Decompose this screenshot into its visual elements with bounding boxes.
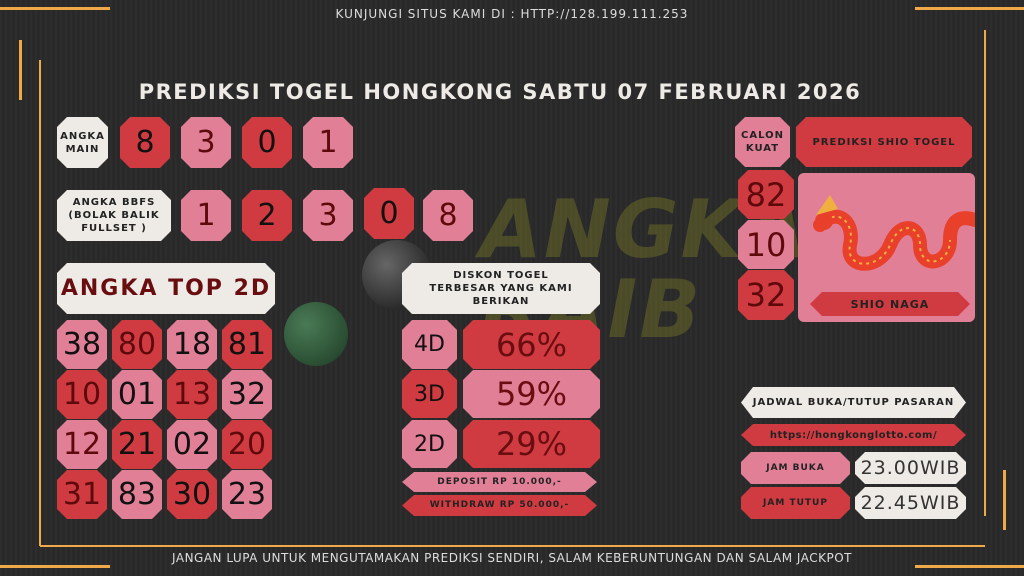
diskon-type-3d: 3D — [402, 370, 457, 418]
angka-main-digit: 1 — [303, 117, 353, 168]
top-2d-number: 02 — [167, 420, 217, 469]
bbfs-digit: 8 — [423, 190, 473, 241]
top-2d-number: 12 — [57, 420, 107, 469]
bbfs-digit: 2 — [242, 190, 292, 241]
shio-number: 32 — [738, 270, 794, 320]
diskon-type-2d: 2D — [402, 420, 457, 468]
shio-name: SHIO NAGA — [810, 292, 970, 316]
top-2d-number: 20 — [222, 420, 272, 469]
diskon-value-3d: 59% — [463, 370, 600, 418]
market-url-link[interactable]: https://hongkonglotto.com/ — [741, 424, 966, 446]
shio-number: 82 — [738, 170, 794, 219]
bbfs-digit: 3 — [303, 190, 353, 241]
angka-main-digit: 0 — [242, 117, 292, 168]
frame-line — [0, 565, 110, 568]
top-2d-number: 32 — [222, 370, 272, 419]
frame-line — [984, 30, 986, 516]
frame-line — [915, 565, 1024, 568]
diskon-value-2d: 29% — [463, 420, 600, 468]
footer-text: JANGAN LUPA UNTUK MENGUTAMAKAN PREDIKSI … — [172, 551, 852, 565]
visit-text: KUNJUNGI SITUS KAMI DI : HTTP://128.199.… — [335, 7, 689, 21]
bbfs-digit: 1 — [181, 190, 231, 241]
prediksi-shio-title: PREDIKSI SHIO TOGEL — [796, 117, 972, 167]
bbfs-digit: 0 — [364, 188, 414, 239]
jam-buka-label: JAM BUKA — [741, 452, 850, 484]
angka-main-digit: 3 — [181, 117, 231, 168]
frame-line — [39, 60, 41, 546]
jam-buka-value: 23.00WIB — [855, 452, 966, 484]
top-2d-number: 38 — [57, 320, 107, 369]
top-2d-number: 31 — [57, 470, 107, 519]
deposit-label: DEPOSIT RP 10.000,- — [402, 472, 597, 492]
top-2d-number: 23 — [222, 470, 272, 519]
angka-main-digit: 8 — [120, 117, 170, 168]
page-title: PREDIKSI TOGEL HONGKONG SABTU 07 FEBRUAR… — [138, 80, 862, 104]
jam-tutup-label: JAM TUTUP — [741, 487, 850, 519]
top-2d-number: 10 — [57, 370, 107, 419]
frame-line — [915, 7, 1024, 10]
frame-line — [1003, 470, 1006, 530]
frame-line — [0, 7, 110, 10]
top-2d-number: 81 — [222, 320, 272, 369]
diskon-label: DISKON TOGEL TERBESAR YANG KAMI BERIKAN — [402, 263, 600, 314]
diskon-type-4d: 4D — [402, 320, 457, 369]
frame-line — [19, 40, 22, 100]
angka-bbfs-label: ANGKA BBFS (BOLAK BALIK FULLSET ) — [57, 190, 171, 241]
shio-number: 10 — [738, 220, 794, 269]
top-2d-number: 21 — [112, 420, 162, 469]
top-2d-number: 30 — [167, 470, 217, 519]
top-2d-number: 13 — [167, 370, 217, 419]
diskon-value-4d: 66% — [463, 320, 600, 369]
angka-main-label: ANGKA MAIN — [57, 117, 108, 168]
withdraw-label: WITHDRAW RP 50.000,- — [402, 495, 597, 516]
jam-tutup-value: 22.45WIB — [855, 487, 966, 519]
jadwal-title: JADWAL BUKA/TUTUP PASARAN — [741, 387, 966, 418]
top-2d-number: 83 — [112, 470, 162, 519]
dragon-icon — [813, 195, 975, 271]
frame-line — [40, 545, 985, 547]
calon-kuat-label: CALON KUAT — [735, 117, 790, 167]
billiard-ball-icon — [284, 302, 348, 366]
top-2d-number: 80 — [112, 320, 162, 369]
top-2d-number: 18 — [167, 320, 217, 369]
angka-top-2d-label: ANGKA TOP 2D — [57, 263, 275, 314]
top-2d-number: 01 — [112, 370, 162, 419]
